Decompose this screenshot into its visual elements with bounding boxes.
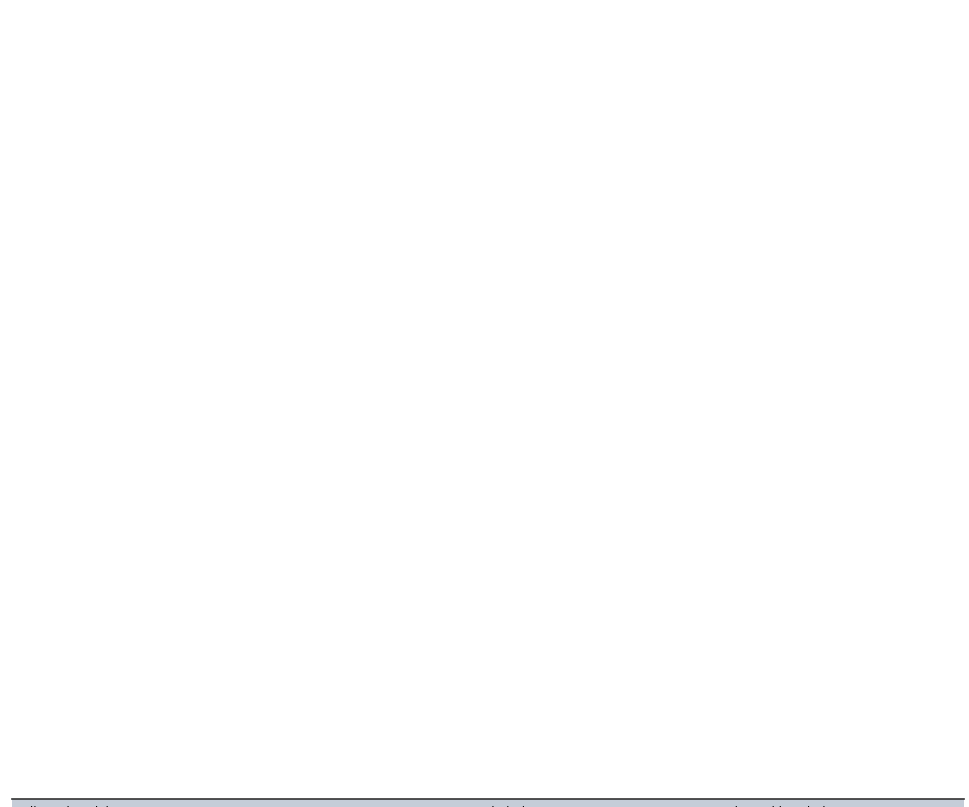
Bar xyxy=(12,799,964,807)
